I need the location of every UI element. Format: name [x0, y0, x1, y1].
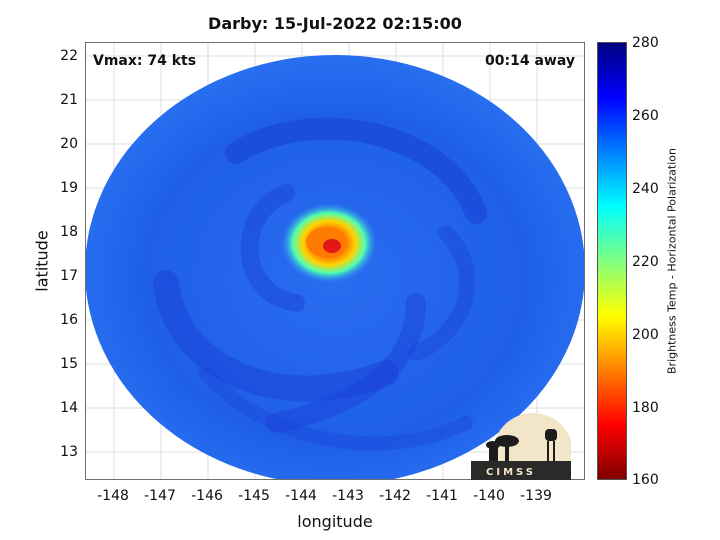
- vmax-annotation: Vmax: 74 kts: [93, 53, 197, 69]
- time-away-annotation: 00:14 away: [485, 53, 575, 69]
- cimss-logo: CIMSS: [471, 413, 571, 480]
- x-tick-label: -140: [473, 488, 505, 504]
- x-tick-label: -143: [332, 488, 364, 504]
- colorbar-tick-label: 240: [632, 181, 659, 197]
- x-tick-label: -139: [520, 488, 552, 504]
- y-tick-label: 22: [60, 48, 78, 64]
- eyewall-convection: [281, 203, 377, 283]
- y-tick-label: 15: [60, 356, 78, 372]
- x-tick-label: -147: [144, 488, 176, 504]
- y-tick-label: 17: [60, 268, 78, 284]
- x-tick-label: -148: [97, 488, 129, 504]
- y-tick-label: 19: [60, 180, 78, 196]
- y-axis-label: latitude: [32, 230, 52, 292]
- colorbar: [597, 42, 627, 480]
- y-tick-label: 18: [60, 224, 78, 240]
- x-tick-label: -146: [191, 488, 223, 504]
- rain-bands: [153, 117, 487, 451]
- brightness-temperature-map: [86, 43, 584, 479]
- colorbar-tick-label: 200: [632, 327, 659, 343]
- map-plot-area: [85, 42, 585, 480]
- colorbar-tick-label: 280: [632, 35, 659, 51]
- x-tick-label: -141: [426, 488, 458, 504]
- logo-text: CIMSS: [486, 467, 536, 478]
- colorbar-tick-label: 260: [632, 108, 659, 124]
- y-tick-label: 14: [60, 400, 78, 416]
- x-tick-label: -145: [238, 488, 270, 504]
- map-title: Darby: 15-Jul-2022 02:15:00: [208, 14, 462, 33]
- colorbar-tick-label: 180: [632, 400, 659, 416]
- y-tick-label: 20: [60, 136, 78, 152]
- x-tick-label: -142: [379, 488, 411, 504]
- colorbar-tick-label: 160: [632, 472, 659, 488]
- x-axis-label: longitude: [297, 512, 373, 531]
- y-tick-label: 21: [60, 92, 78, 108]
- y-tick-label: 16: [60, 312, 78, 328]
- x-tick-label: -144: [285, 488, 317, 504]
- colorbar-tick-label: 220: [632, 254, 659, 270]
- y-tick-label: 13: [60, 444, 78, 460]
- colorbar-label: Brightness Temp - Horizontal Polarizatio…: [665, 148, 679, 374]
